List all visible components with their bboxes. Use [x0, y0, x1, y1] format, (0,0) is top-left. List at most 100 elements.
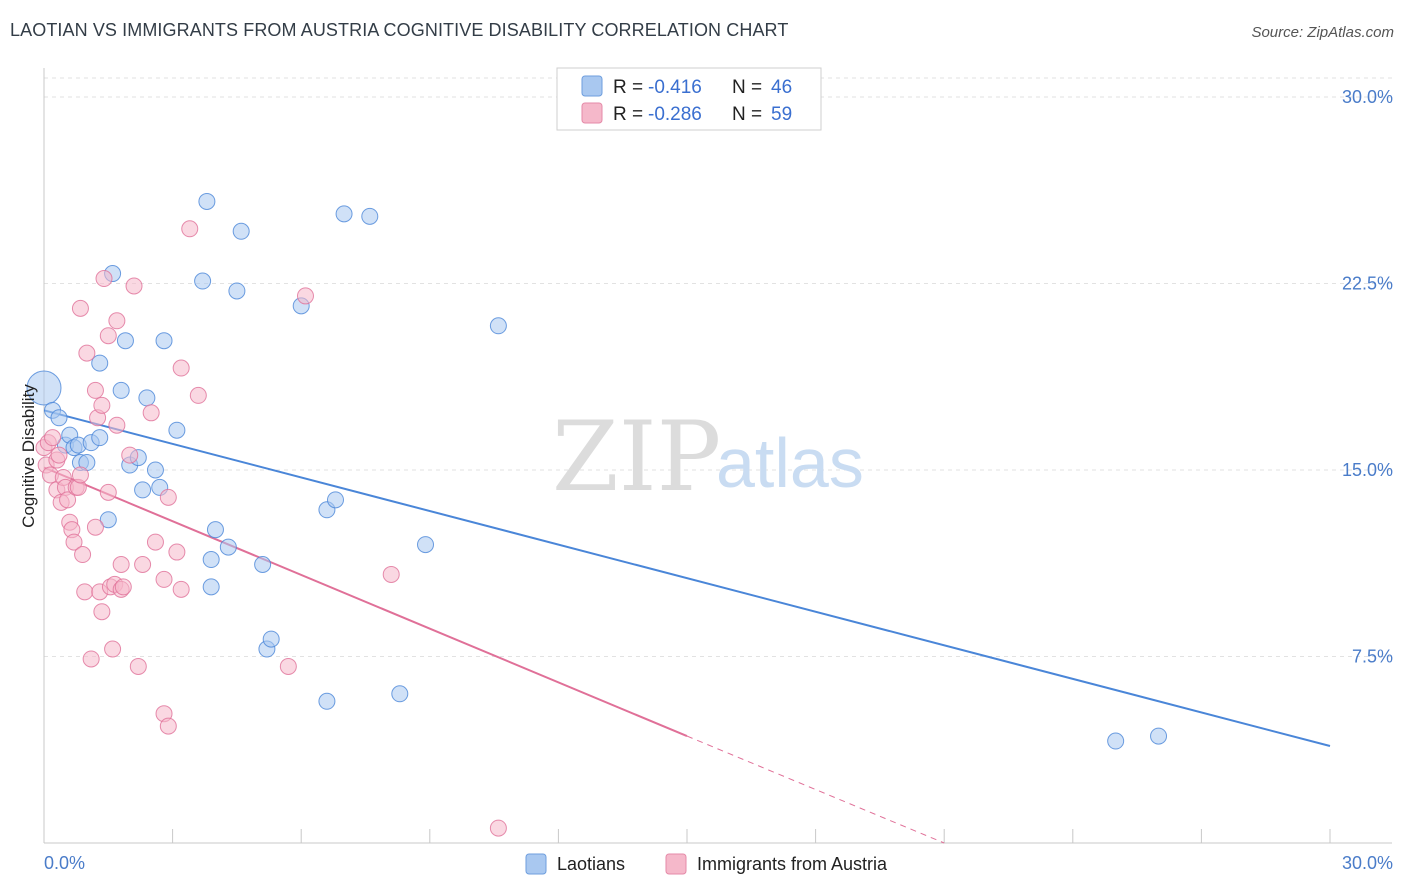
point-austria: [181, 220, 199, 238]
y-tick-label: 22.5%: [1342, 274, 1393, 294]
point-laotians: [1150, 727, 1168, 745]
chart-title: LAOTIAN VS IMMIGRANTS FROM AUSTRIA COGNI…: [10, 20, 789, 40]
point-laotians: [202, 551, 220, 569]
point-austria: [74, 546, 92, 564]
point-austria: [93, 396, 111, 414]
point-laotians: [116, 332, 134, 350]
point-laotians: [91, 429, 109, 447]
point-austria: [86, 381, 104, 399]
point-laotians: [1107, 732, 1125, 750]
point-austria: [489, 819, 507, 837]
point-laotians: [219, 538, 237, 556]
point-laotians: [206, 521, 224, 539]
point-austria: [279, 657, 297, 675]
point-austria: [172, 580, 190, 598]
point-laotians: [146, 461, 164, 479]
legend-r-value-1: -0.416: [648, 77, 702, 98]
point-austria: [121, 446, 139, 464]
point-austria: [112, 555, 130, 573]
series-legend-laotians: Laotians: [557, 854, 625, 874]
point-austria: [172, 359, 190, 377]
point-austria: [114, 578, 132, 596]
point-austria: [168, 543, 186, 561]
point-laotians: [262, 630, 280, 648]
legend-swatch-austria: [581, 102, 603, 124]
legend-r-value-2: -0.286: [648, 104, 702, 125]
point-austria: [65, 533, 83, 551]
point-laotians: [168, 421, 186, 439]
point-austria: [382, 565, 400, 583]
point-austria: [76, 583, 94, 601]
point-austria: [86, 518, 104, 536]
point-laotians: [194, 272, 212, 290]
point-austria: [134, 555, 152, 573]
point-laotians: [138, 389, 156, 407]
trend-line-austria: [43, 466, 688, 737]
x-tick-labels: 0.0% 30.0%: [44, 853, 1393, 873]
point-austria: [159, 488, 177, 506]
point-austria: [99, 483, 117, 501]
point-austria: [78, 344, 96, 362]
point-austria: [296, 287, 314, 305]
y-tick-label: 7.5%: [1352, 647, 1393, 667]
point-laotians: [489, 317, 507, 335]
point-austria: [59, 491, 77, 509]
point-laotians: [99, 511, 117, 529]
point-laotians: [112, 381, 130, 399]
trend-line-laotians: [43, 409, 1331, 747]
point-laotians: [361, 207, 379, 225]
point-laotians: [198, 192, 216, 210]
point-laotians: [50, 409, 68, 427]
point-laotians: [335, 205, 353, 223]
point-austria: [108, 416, 126, 434]
stats-legend: R = -0.416 N = 46 R = -0.286 N = 59: [556, 67, 822, 131]
y-tick-labels: 7.5% 15.0% 22.5% 30.0%: [1342, 87, 1393, 667]
point-austria: [159, 717, 177, 735]
point-laotians: [417, 536, 435, 554]
point-austria: [142, 404, 160, 422]
legend-swatch-laotians: [581, 75, 603, 97]
point-austria: [71, 299, 89, 317]
point-austria: [125, 277, 143, 295]
point-austria: [104, 640, 122, 658]
legend-n-value-2: 59: [771, 104, 792, 125]
point-laotians: [232, 222, 250, 240]
point-laotians: [202, 578, 220, 596]
point-laotians: [26, 370, 62, 406]
point-laotians: [391, 685, 409, 703]
data-points: [26, 192, 1168, 837]
x-tick-label: 0.0%: [44, 853, 85, 873]
source-credit: Source: ZipAtlas.com: [1251, 24, 1394, 41]
point-laotians: [134, 481, 152, 499]
series-legend-austria: Immigrants from Austria: [697, 854, 888, 874]
point-laotians: [254, 555, 272, 573]
legend-r-label-1: R =: [613, 77, 643, 98]
point-austria: [44, 429, 62, 447]
point-austria: [93, 603, 111, 621]
point-austria: [155, 570, 173, 588]
legend-n-value-1: 46: [771, 77, 792, 98]
watermark-zip: ZIP: [552, 401, 721, 513]
point-laotians: [318, 692, 336, 710]
grid-lines: [44, 77, 1392, 657]
point-austria: [189, 386, 207, 404]
point-austria: [146, 533, 164, 551]
point-austria: [108, 312, 126, 330]
point-austria: [82, 650, 100, 668]
series-legend: Laotians Immigrants from Austria: [525, 853, 888, 875]
point-laotians: [91, 354, 109, 372]
point-laotians: [326, 491, 344, 509]
watermark: ZIP atlas: [552, 401, 864, 513]
series-legend-swatch-austria: [665, 853, 687, 875]
legend-n-label-1: N =: [732, 77, 762, 98]
y-axis-label: Cognitive Disability: [19, 384, 38, 528]
point-austria: [50, 446, 68, 464]
y-tick-label: 15.0%: [1342, 460, 1393, 480]
legend-n-label-2: N =: [732, 104, 762, 125]
trend-lines: [43, 409, 1331, 844]
point-austria: [129, 657, 147, 675]
trend-line-extension: [686, 735, 945, 844]
x-tick-label: 30.0%: [1342, 853, 1393, 873]
point-laotians: [228, 282, 246, 300]
point-austria: [95, 270, 113, 288]
